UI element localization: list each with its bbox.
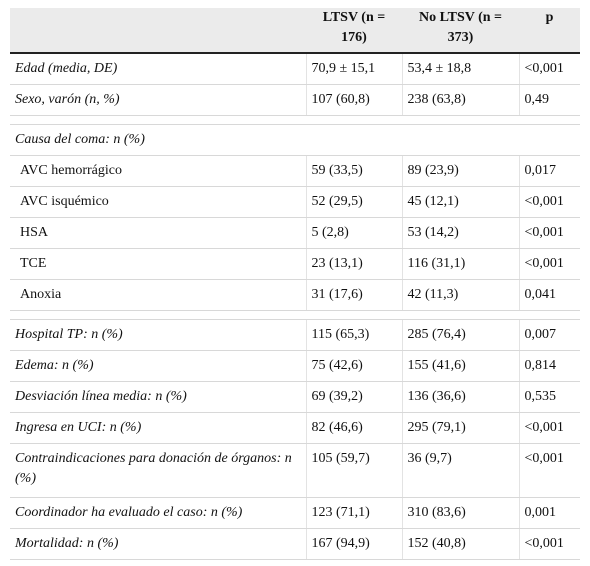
row-label: Coordinador ha evaluado el caso: n (%) (10, 497, 306, 529)
header-row: LTSV (n = 176) No LTSV (n = 373) p (10, 8, 580, 54)
cell-p: 0,49 (518, 84, 580, 116)
row-label: HSA (10, 217, 306, 249)
row-label: Edema: n (%) (10, 350, 306, 382)
table-row: TCE 23 (13,1) 116 (31,1) <0,001 (10, 248, 580, 280)
cell-no-ltsv: 238 (63,8) (401, 84, 519, 116)
cell-no-ltsv: 42 (11,3) (401, 279, 519, 311)
cell-ltsv: 59 (33,5) (305, 155, 402, 187)
cell-no-ltsv: 155 (41,6) (401, 350, 519, 382)
cell-p: <0,001 (518, 186, 580, 218)
table-row: Anoxia 31 (17,6) 42 (11,3) 0,041 (10, 279, 580, 311)
table-row: AVC hemorrágico 59 (33,5) 89 (23,9) 0,01… (10, 155, 580, 187)
table-row: Contraindicaciones para donación de órga… (10, 443, 580, 498)
cell-no-ltsv: 310 (83,6) (401, 497, 519, 529)
cell-no-ltsv: 36 (9,7) (401, 443, 519, 498)
cell-ltsv: 107 (60,8) (305, 84, 402, 116)
row-label: Sexo, varón (n, %) (10, 84, 306, 116)
cell-ltsv: 105 (59,7) (305, 443, 402, 498)
cell-ltsv: 31 (17,6) (305, 279, 402, 311)
cell-p: <0,001 (518, 443, 580, 498)
cell-p: <0,001 (518, 528, 580, 560)
cell-no-ltsv: 45 (12,1) (401, 186, 519, 218)
table-row: Ingresa en UCI: n (%) 82 (46,6) 295 (79,… (10, 412, 580, 444)
cell-p: 0,001 (518, 497, 580, 529)
header-no-ltsv: No LTSV (n = 373) (402, 8, 519, 54)
table-row: Edema: n (%) 75 (42,6) 155 (41,6) 0,814 (10, 350, 580, 382)
cell-p: 0,535 (518, 381, 580, 413)
cell-p: 0,017 (518, 155, 580, 187)
cell-ltsv: 70,9 ± 15,1 (305, 53, 402, 85)
table-row: Desviación línea media: n (%) 69 (39,2) … (10, 381, 580, 413)
row-label: AVC isquémico (10, 186, 306, 218)
cell-ltsv: 5 (2,8) (305, 217, 402, 249)
row-label: Anoxia (10, 279, 306, 311)
row-label: Ingresa en UCI: n (%) (10, 412, 306, 444)
cell-ltsv: 52 (29,5) (305, 186, 402, 218)
spacer-row (10, 310, 580, 320)
cell-p: 0,041 (518, 279, 580, 311)
cell-ltsv: 115 (65,3) (305, 319, 402, 351)
cell-no-ltsv: 116 (31,1) (401, 248, 519, 280)
cell-p: <0,001 (518, 412, 580, 444)
header-variable (10, 8, 306, 54)
row-label: Hospital TP: n (%) (10, 319, 306, 351)
cell-no-ltsv: 89 (23,9) (401, 155, 519, 187)
spacer-cell (10, 115, 580, 125)
header-ltsv: LTSV (n = 176) (306, 8, 402, 54)
header-p: p (519, 8, 580, 54)
row-label: AVC hemorrágico (10, 155, 306, 187)
table-row: HSA 5 (2,8) 53 (14,2) <0,001 (10, 217, 580, 249)
spacer-cell (10, 310, 580, 320)
cell-ltsv: 75 (42,6) (305, 350, 402, 382)
cell-ltsv: 167 (94,9) (305, 528, 402, 560)
table-row: Edad (media, DE) 70,9 ± 15,1 53,4 ± 18,8… (10, 53, 580, 85)
cell-no-ltsv: 295 (79,1) (401, 412, 519, 444)
row-label: Mortalidad: n (%) (10, 528, 306, 560)
table-row: Mortalidad: n (%) 167 (94,9) 152 (40,8) … (10, 528, 580, 560)
row-label: Contraindicaciones para donación de órga… (10, 443, 306, 498)
cell-no-ltsv: 152 (40,8) (401, 528, 519, 560)
row-label: Desviación línea media: n (%) (10, 381, 306, 413)
table-row: Sexo, varón (n, %) 107 (60,8) 238 (63,8)… (10, 84, 580, 116)
cell-p: <0,001 (518, 248, 580, 280)
table-row: Hospital TP: n (%) 115 (65,3) 285 (76,4)… (10, 319, 580, 351)
section-row: Causa del coma: n (%) (10, 124, 580, 156)
cell-no-ltsv: 136 (36,6) (401, 381, 519, 413)
row-label: TCE (10, 248, 306, 280)
cell-ltsv: 82 (46,6) (305, 412, 402, 444)
cell-no-ltsv: 285 (76,4) (401, 319, 519, 351)
cell-p: <0,001 (518, 217, 580, 249)
cell-ltsv: 23 (13,1) (305, 248, 402, 280)
cell-p: 0,007 (518, 319, 580, 351)
cell-no-ltsv: 53 (14,2) (401, 217, 519, 249)
section-label: Causa del coma: n (%) (10, 124, 580, 156)
table-row: Coordinador ha evaluado el caso: n (%) 1… (10, 497, 580, 529)
row-label: Edad (media, DE) (10, 53, 306, 85)
cell-no-ltsv: 53,4 ± 18,8 (401, 53, 519, 85)
cell-p: 0,814 (518, 350, 580, 382)
cell-p: <0,001 (518, 53, 580, 85)
cell-ltsv: 69 (39,2) (305, 381, 402, 413)
spacer-row (10, 115, 580, 125)
cell-ltsv: 123 (71,1) (305, 497, 402, 529)
results-table: LTSV (n = 176) No LTSV (n = 373) p Edad … (10, 8, 580, 560)
table-row: AVC isquémico 52 (29,5) 45 (12,1) <0,001 (10, 186, 580, 218)
